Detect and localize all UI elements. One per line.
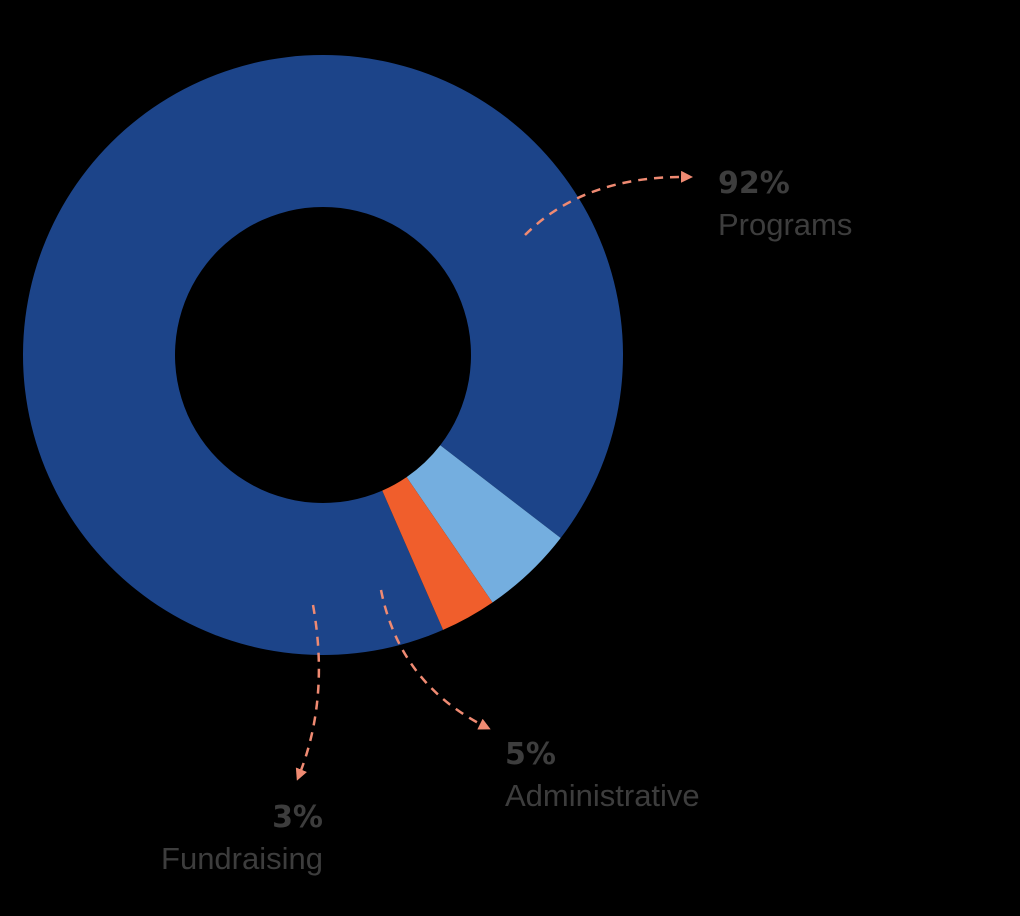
leader-line-administrative xyxy=(379,589,491,730)
slice-fundraising xyxy=(382,477,493,630)
leader-line-programs xyxy=(524,170,693,236)
donut-slices xyxy=(23,55,624,656)
programs-value-label: 92% xyxy=(718,166,790,201)
programs-category-label: Programs xyxy=(718,207,852,242)
slice-labels: 92% Programs 5% Administrative 3% Fundra… xyxy=(161,166,852,876)
administrative-value-label: 5% xyxy=(505,737,556,772)
leader-lines xyxy=(295,170,693,781)
leader-line-fundraising xyxy=(295,604,321,781)
slice-programs xyxy=(23,55,624,656)
slice-administrative xyxy=(406,445,561,603)
fundraising-value-label: 3% xyxy=(272,800,323,835)
fundraising-category-label: Fundraising xyxy=(161,841,323,876)
administrative-category-label: Administrative xyxy=(505,778,700,813)
